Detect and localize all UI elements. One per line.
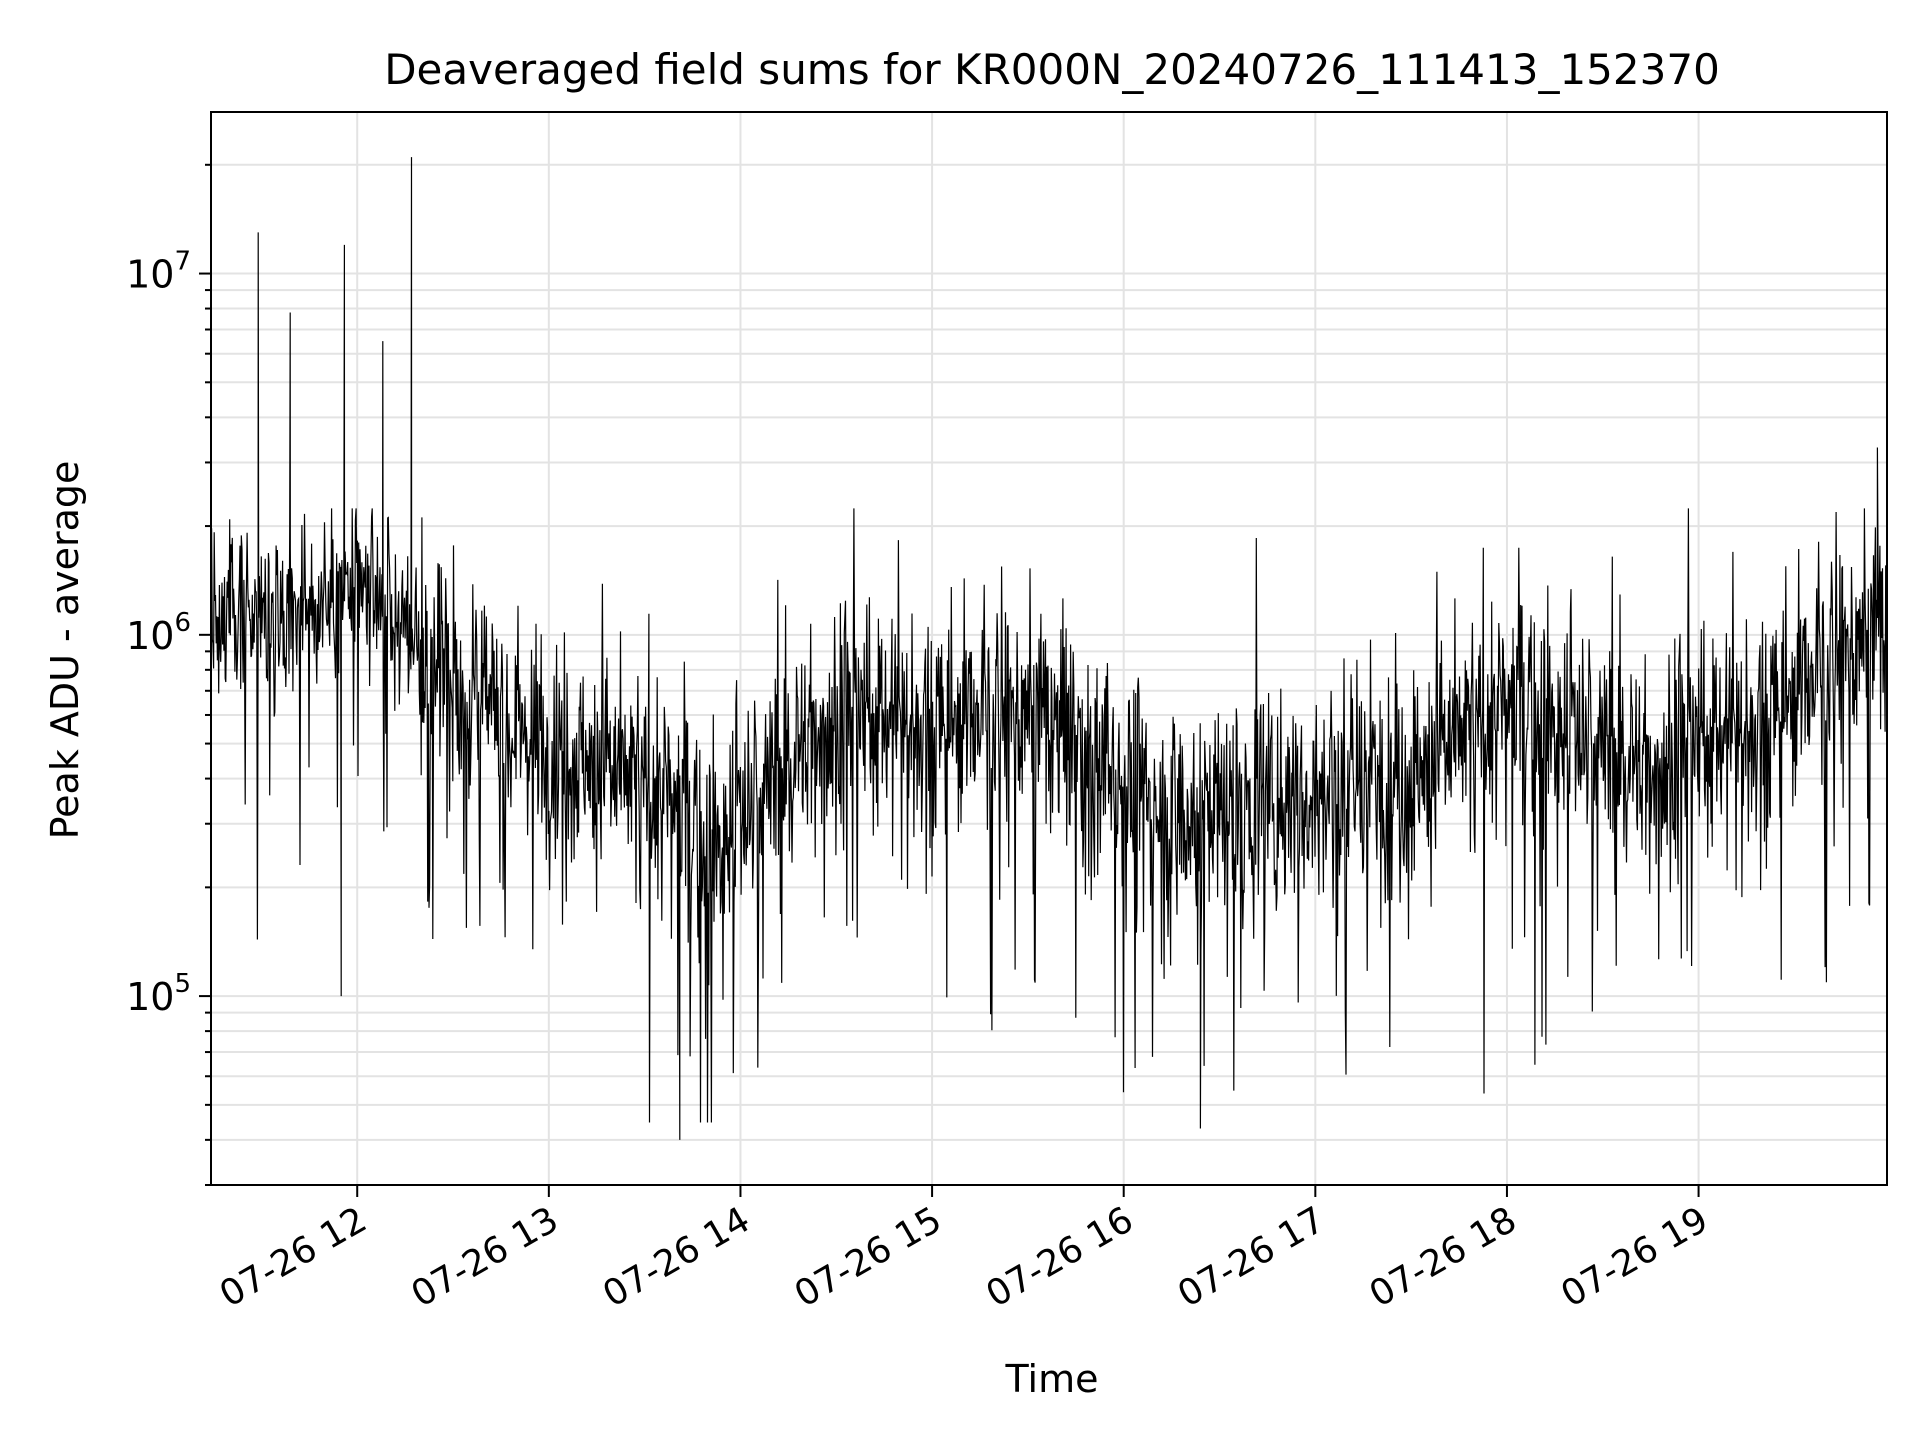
y-tick-label: 106 xyxy=(126,608,191,658)
y-tick-label: 107 xyxy=(126,247,191,297)
x-axis-label: Time xyxy=(1005,1357,1099,1401)
y-tick-label: 105 xyxy=(126,969,191,1019)
plot-frame xyxy=(210,111,1888,1186)
y-axis-label: Peak ADU - average xyxy=(43,461,87,840)
series-line-group xyxy=(210,157,1888,1140)
chart-title: Deaveraged field sums for KR000N_2024072… xyxy=(384,45,1720,94)
series-line xyxy=(210,157,1888,1140)
y-axis: 105 106 107 xyxy=(126,163,211,1186)
